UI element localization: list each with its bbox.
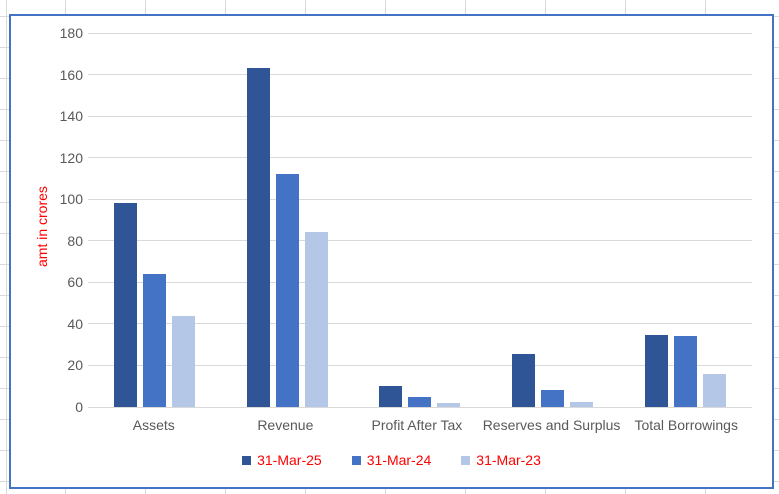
- chart-object[interactable]: amt in crores 0 20 40 60 80 100 120 140 160 180 A…: [9, 14, 774, 489]
- bar-group-profit-after-tax: [354, 33, 487, 407]
- category-label-reserves-and-surplus: Reserves and Surplus: [482, 417, 621, 433]
- y-tick-label: 80: [67, 232, 83, 249]
- bar-31-mar-24-revenue[interactable]: [275, 174, 299, 407]
- gridline: [88, 74, 752, 76]
- bar-31-mar-24-profit-after-tax[interactable]: [408, 396, 432, 407]
- y-tick-label: 120: [59, 149, 83, 166]
- bar-group-revenue: [221, 33, 354, 407]
- legend-swatch-icon: [351, 455, 361, 465]
- y-tick-label: 0: [75, 399, 83, 415]
- y-axis-tick-labels: 0 20 40 60 80 100 120 140 160 180: [39, 25, 83, 415]
- bar-31-mar-23-revenue[interactable]: [304, 232, 328, 407]
- y-tick-label: 20: [67, 357, 83, 374]
- gridline: [88, 406, 752, 408]
- legend: 31-Mar-25 31-Mar-24 31-Mar-23: [11, 452, 772, 468]
- bar-group-assets: [88, 33, 221, 407]
- bar-31-mar-24-assets[interactable]: [142, 274, 166, 407]
- y-tick-label: 140: [59, 108, 83, 125]
- bar-31-mar-23-total-borrowings[interactable]: [703, 373, 727, 407]
- bar-31-mar-25-reserves-and-surplus[interactable]: [512, 354, 536, 407]
- bar-group-reserves-and-surplus: [486, 33, 619, 407]
- gridline: [88, 364, 752, 366]
- x-axis-category-labels: Assets Revenue Profit After Tax Reserves an…: [88, 417, 752, 433]
- category-label-total-borrowings: Total Borrowings: [634, 417, 738, 433]
- legend-item-31-mar-24[interactable]: 31-Mar-24: [351, 452, 432, 468]
- gridline: [88, 32, 752, 34]
- bar-31-mar-24-reserves-and-surplus[interactable]: [541, 390, 565, 407]
- gridline: [88, 198, 752, 200]
- bar-31-mar-25-total-borrowings[interactable]: [645, 335, 669, 407]
- gridline: [88, 281, 752, 283]
- y-tick-label: 40: [67, 315, 83, 332]
- legend-swatch-icon: [461, 455, 471, 465]
- bar-31-mar-25-revenue[interactable]: [246, 68, 270, 407]
- bar-31-mar-23-assets[interactable]: [171, 315, 195, 407]
- gridline: [88, 323, 752, 325]
- legend-label: 31-Mar-24: [366, 452, 432, 468]
- y-tick-label: 100: [59, 191, 83, 208]
- legend-label: 31-Mar-25: [257, 452, 322, 468]
- bar-group-total-borrowings: [619, 33, 752, 407]
- category-label-profit-after-tax: Profit After Tax: [371, 417, 463, 433]
- gridline: [88, 240, 752, 242]
- gridline: [88, 115, 752, 117]
- gridline: [88, 157, 752, 159]
- legend-swatch-icon: [242, 455, 252, 465]
- bars-layer: [88, 33, 752, 407]
- category-label-assets: Assets: [132, 417, 175, 433]
- bar-31-mar-25-assets[interactable]: [113, 203, 137, 407]
- legend-item-31-mar-23[interactable]: 31-Mar-23: [461, 452, 541, 468]
- y-tick-label: 180: [59, 25, 83, 41]
- bar-31-mar-24-total-borrowings[interactable]: [674, 336, 698, 407]
- bar-31-mar-23-profit-after-tax[interactable]: [437, 402, 461, 407]
- plot-area[interactable]: [88, 32, 752, 408]
- legend-label: 31-Mar-23: [476, 452, 541, 468]
- y-tick-label: 60: [67, 274, 83, 291]
- bar-31-mar-25-profit-after-tax[interactable]: [379, 386, 403, 407]
- category-label-revenue: Revenue: [257, 417, 314, 433]
- y-tick-label: 160: [59, 66, 83, 83]
- legend-item-31-mar-25[interactable]: 31-Mar-25: [242, 452, 322, 468]
- bar-31-mar-23-reserves-and-surplus[interactable]: [570, 401, 594, 407]
